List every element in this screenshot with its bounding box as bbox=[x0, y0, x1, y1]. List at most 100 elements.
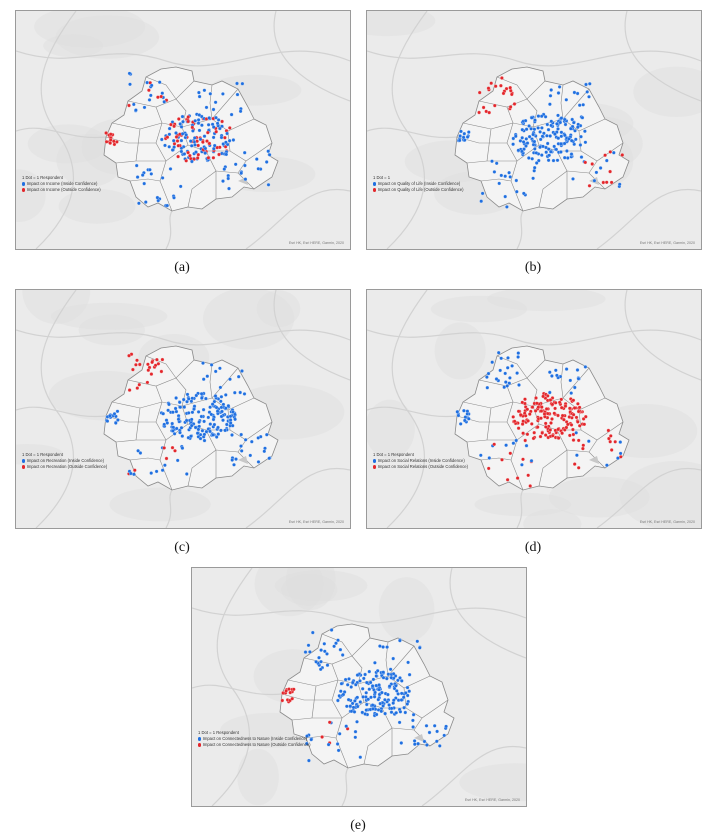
respondent-dot-outside bbox=[227, 126, 232, 130]
respondent-dot-outside bbox=[560, 431, 564, 436]
respondent-dot-inside bbox=[338, 647, 343, 652]
respondent-dot-outside bbox=[541, 394, 545, 399]
respondent-dot-outside bbox=[587, 183, 592, 188]
respondent-dot-inside bbox=[355, 673, 360, 677]
caption-e: (e) bbox=[350, 818, 366, 833]
respondent-dot-inside bbox=[243, 163, 247, 168]
respondent-dot-outside bbox=[290, 696, 295, 701]
respondent-dot-inside bbox=[206, 415, 211, 420]
district-boundary bbox=[385, 641, 431, 689]
respondent-dot-inside bbox=[232, 390, 237, 395]
respondent-dot-inside bbox=[190, 396, 195, 401]
respondent-dot-inside bbox=[135, 175, 140, 179]
respondent-dot-inside bbox=[403, 710, 408, 715]
respondent-dot-outside bbox=[186, 115, 191, 119]
respondent-dot-outside bbox=[590, 162, 595, 166]
respondent-dot-inside bbox=[208, 91, 213, 96]
respondent-dot-inside bbox=[576, 376, 581, 381]
respondent-dot-inside bbox=[556, 136, 561, 141]
respondent-dot-inside bbox=[499, 173, 504, 178]
respondent-dot-inside bbox=[343, 677, 348, 682]
respondent-dot-inside bbox=[487, 456, 492, 460]
respondent-dot-outside bbox=[563, 404, 568, 408]
respondent-dot-inside bbox=[407, 672, 412, 677]
road-line bbox=[16, 406, 107, 418]
legend-title: 1 Dot = 1 Respondent bbox=[22, 175, 63, 180]
respondent-dot-inside bbox=[520, 135, 525, 140]
respondent-dot-inside bbox=[188, 139, 193, 143]
respondent-dot-inside bbox=[214, 115, 218, 120]
district-boundary bbox=[206, 142, 273, 162]
respondent-dot-inside bbox=[358, 679, 362, 683]
respondent-dot-outside bbox=[160, 357, 165, 362]
respondent-dot-inside bbox=[148, 167, 152, 172]
respondent-dot-inside bbox=[180, 114, 185, 119]
respondent-dot-inside bbox=[369, 695, 373, 700]
terrain-shade bbox=[34, 11, 146, 48]
district-boundary bbox=[127, 80, 195, 108]
respondent-dot-inside bbox=[242, 392, 247, 396]
respondent-dot-outside bbox=[508, 105, 513, 109]
respondent-dot-inside bbox=[387, 703, 391, 707]
respondent-dot-outside bbox=[175, 139, 180, 143]
respondent-dot-outside bbox=[186, 119, 190, 124]
respondent-dot-inside bbox=[138, 451, 143, 455]
terrain-shade bbox=[237, 748, 279, 806]
road-line bbox=[245, 188, 350, 249]
respondent-dot-inside bbox=[145, 80, 149, 85]
respondent-dot-outside bbox=[548, 428, 553, 432]
respondent-dot-inside bbox=[113, 421, 118, 425]
respondent-dot-inside bbox=[353, 729, 358, 734]
respondent-dot-inside bbox=[219, 428, 223, 433]
respondent-dot-inside bbox=[116, 418, 120, 422]
respondent-dot-outside bbox=[134, 362, 138, 367]
respondent-dot-outside bbox=[214, 129, 219, 134]
respondent-dot-outside bbox=[112, 142, 117, 147]
respondent-dot-inside bbox=[174, 131, 178, 135]
district-boundary bbox=[506, 385, 524, 491]
respondent-dot-outside bbox=[571, 432, 576, 437]
respondent-dot-inside bbox=[466, 130, 471, 134]
respondent-dot-inside bbox=[220, 409, 224, 414]
respondent-dot-outside bbox=[565, 422, 570, 427]
respondent-dot-inside bbox=[230, 458, 235, 462]
respondent-dot-inside bbox=[341, 692, 346, 697]
respondent-dot-inside bbox=[266, 182, 271, 187]
district-boundary bbox=[506, 106, 524, 212]
respondent-dot-inside bbox=[219, 405, 224, 410]
map-credit: Esri HK, Esri HERE, Garmin, 2020 bbox=[639, 520, 695, 524]
respondent-dot-outside bbox=[523, 413, 528, 418]
respondent-dot-inside bbox=[228, 377, 232, 382]
respondent-dot-inside bbox=[374, 712, 379, 717]
respondent-dot-inside bbox=[394, 689, 399, 693]
respondent-dot-inside bbox=[338, 689, 343, 694]
respondent-dot-inside bbox=[427, 730, 432, 735]
respondent-dot-inside bbox=[386, 692, 390, 697]
respondent-dot-inside bbox=[197, 94, 202, 99]
respondent-dot-inside bbox=[226, 176, 231, 181]
respondent-dot-inside bbox=[346, 697, 351, 702]
respondent-dot-inside bbox=[518, 139, 523, 143]
respondent-dot-inside bbox=[503, 174, 508, 179]
road-line bbox=[192, 607, 526, 624]
respondent-dot-outside bbox=[571, 438, 576, 442]
respondent-dot-inside bbox=[307, 758, 311, 763]
respondent-dot-inside bbox=[166, 408, 170, 413]
respondent-dot-inside bbox=[520, 462, 524, 467]
respondent-dot-outside bbox=[604, 180, 609, 185]
respondent-dot-inside bbox=[202, 419, 206, 424]
respondent-dot-inside bbox=[455, 409, 460, 414]
respondent-dot-inside bbox=[264, 160, 269, 164]
respondent-dot-inside bbox=[540, 134, 545, 139]
district-boundary bbox=[281, 693, 332, 701]
road-line bbox=[624, 11, 701, 102]
respondent-dot-inside bbox=[594, 170, 599, 175]
respondent-dot-inside bbox=[127, 71, 132, 76]
respondent-dot-inside bbox=[432, 723, 437, 728]
respondent-dot-inside bbox=[340, 653, 345, 657]
respondent-dot-inside bbox=[182, 405, 187, 409]
respondent-dot-inside bbox=[336, 748, 341, 753]
legend-title: 1 Dot = 1 Respondent bbox=[198, 730, 239, 735]
respondent-dot-inside bbox=[204, 429, 209, 434]
respondent-dot-outside bbox=[186, 150, 190, 155]
